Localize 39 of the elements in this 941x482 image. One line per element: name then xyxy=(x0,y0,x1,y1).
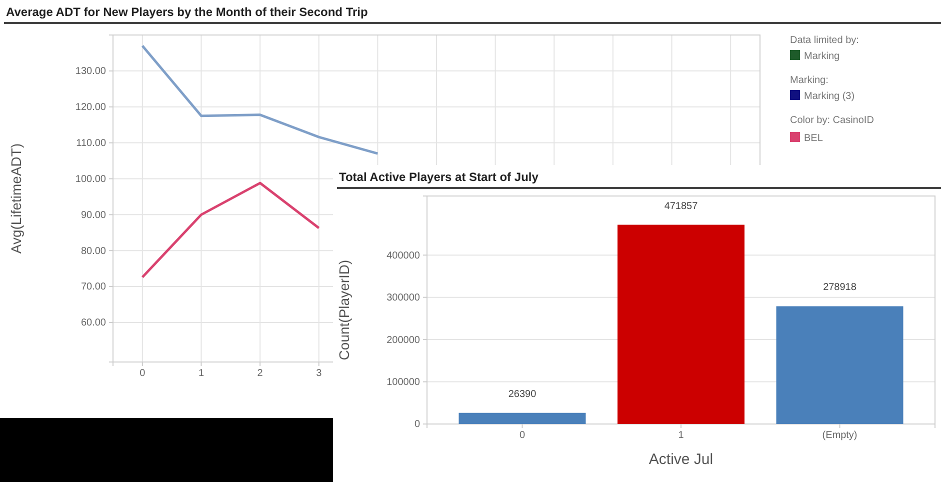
data-label: 26390 xyxy=(508,388,537,400)
bar xyxy=(618,224,744,424)
y-tick-label: 60.00 xyxy=(80,318,106,329)
chart-title: Average ADT for New Players by the Month of their Second Trip xyxy=(6,5,368,19)
text: Data limited by: xyxy=(790,35,859,46)
text: Marking xyxy=(804,51,840,62)
text: Marking: xyxy=(790,75,828,86)
y-tick-label: 200000 xyxy=(386,334,420,346)
y-tick-label: 300000 xyxy=(386,292,420,304)
y-tick-label: 100000 xyxy=(386,376,420,388)
y-tick-label: 130.00 xyxy=(75,66,106,78)
y-tick-label: 90.00 xyxy=(80,210,106,221)
text: Marking (3) xyxy=(804,91,855,102)
x-tick-label: 3 xyxy=(316,368,322,380)
y-tick-label: 70.00 xyxy=(80,282,106,293)
y-tick-label: 120.00 xyxy=(75,102,106,114)
y-axis-title: Count(PlayerID) xyxy=(336,260,352,360)
y-tick-label: 400000 xyxy=(386,250,420,262)
y-tick-label: 0 xyxy=(414,419,420,430)
data-label: 278918 xyxy=(823,282,857,294)
data-label: 471857 xyxy=(664,200,698,212)
legend-label: BEL xyxy=(804,133,824,144)
line-series xyxy=(141,44,379,155)
legend-title: Color by: CasinoID xyxy=(790,115,874,126)
y-tick-label: 100.00 xyxy=(75,174,106,185)
chart-title: Total Active Players at Start of July xyxy=(339,170,539,184)
y-tick-label: 80.00 xyxy=(80,246,106,257)
x-tick-label: 0 xyxy=(519,430,526,442)
bar xyxy=(458,412,586,424)
x-axis-title: Active Jul xyxy=(648,451,714,468)
x-tick-label: 1 xyxy=(198,368,204,380)
x-tick-label: 0 xyxy=(140,368,146,380)
line-series xyxy=(141,182,320,278)
x-tick-label: 1 xyxy=(678,430,684,442)
bar xyxy=(776,306,904,424)
x-tick-label: (Empty) xyxy=(822,430,858,442)
y-axis-title: Avg(LifetimeADT) xyxy=(8,143,24,254)
x-tick-label: 2 xyxy=(257,368,264,380)
y-tick-label: 110.00 xyxy=(76,138,106,149)
